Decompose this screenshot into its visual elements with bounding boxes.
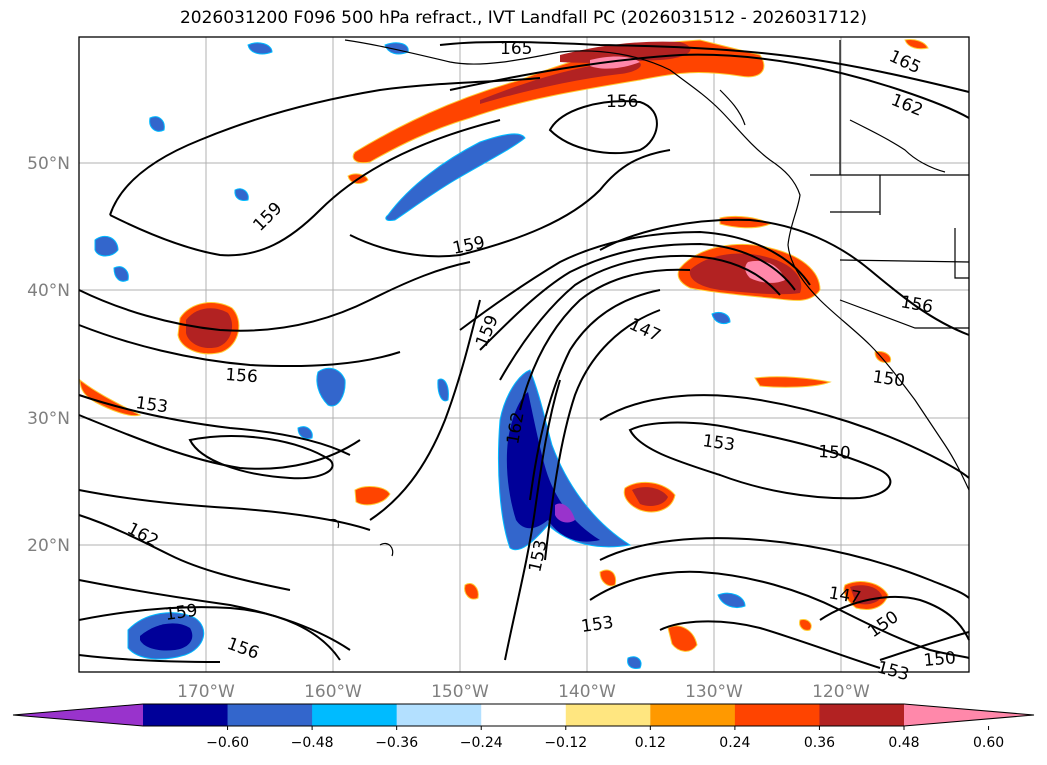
contour-label: 159 [164,601,199,625]
colorbar-segment [650,704,736,726]
longitude-labels: 170°W 160°W 150°W 140°W 130°W 120°W [177,682,870,702]
colorbar-segments [12,703,1035,727]
map-title: 2026031200 F096 500 hPa refract., IVT La… [179,8,867,28]
colorbar-segment [565,704,651,726]
contour-label: 165 [500,39,532,59]
lon-label: 120°W [812,682,870,702]
contour-label: 156 [225,365,259,387]
colorbar-tick-label: −0.12 [544,735,587,751]
colorbar-segment [734,704,820,726]
colorbar-tick-label: 0.24 [719,735,750,751]
lon-label: 150°W [431,682,489,702]
colorbar-segment [396,704,482,726]
lat-label: 20°N [27,536,70,556]
colorbar-tick-label: −0.60 [206,735,249,751]
colorbar-tick-label: 0.36 [804,735,835,751]
colorbar-extend-low [13,704,143,726]
lon-label: 140°W [558,682,616,702]
lon-label: 130°W [685,682,743,702]
contour-label: 153 [134,393,169,417]
colorbar-tick-label: −0.48 [291,735,334,751]
contour-label: 153 [701,431,736,455]
colorbar-segment [227,704,313,726]
colorbar-tick-label: −0.36 [375,735,418,751]
lon-label: 170°W [177,682,235,702]
colorbar-tick-label: 0.48 [888,735,919,751]
colorbar-ticks: −0.60 −0.48 −0.36 −0.24 −0.12 0.12 0.24 0.36 0.4… [206,726,1004,751]
contour-label: 150 [923,648,957,671]
contour-label: 150 [871,367,906,391]
contour-label: 150 [818,442,851,464]
colorbar-outline [12,703,1035,727]
map-panel: 165 156 165 162 159 159 159 156 147 156 … [78,36,970,685]
lat-label: 50°N [27,154,70,174]
lat-label: 40°N [27,281,70,301]
colorbar-tick-label: −0.24 [460,735,503,751]
colorbar: −0.60 −0.48 −0.36 −0.24 −0.12 0.12 0.24 0.36 0.4… [12,703,1035,751]
contour-label: 153 [580,613,615,637]
contour-lines [78,40,970,669]
colorbar-extend-high [904,704,1034,726]
colorbar-segment [312,704,398,726]
colorbar-tick-label: 0.12 [635,735,666,751]
colorbar-segment [143,704,229,726]
latitude-labels: 50°N 40°N 30°N 20°N [27,154,70,556]
colorbar-segment [819,704,905,726]
lat-label: 30°N [27,409,70,429]
lon-label: 160°W [304,682,362,702]
contour-label: 156 [606,92,638,112]
colorbar-segment [481,704,567,726]
colorbar-tick-label: 0.60 [973,735,1004,751]
